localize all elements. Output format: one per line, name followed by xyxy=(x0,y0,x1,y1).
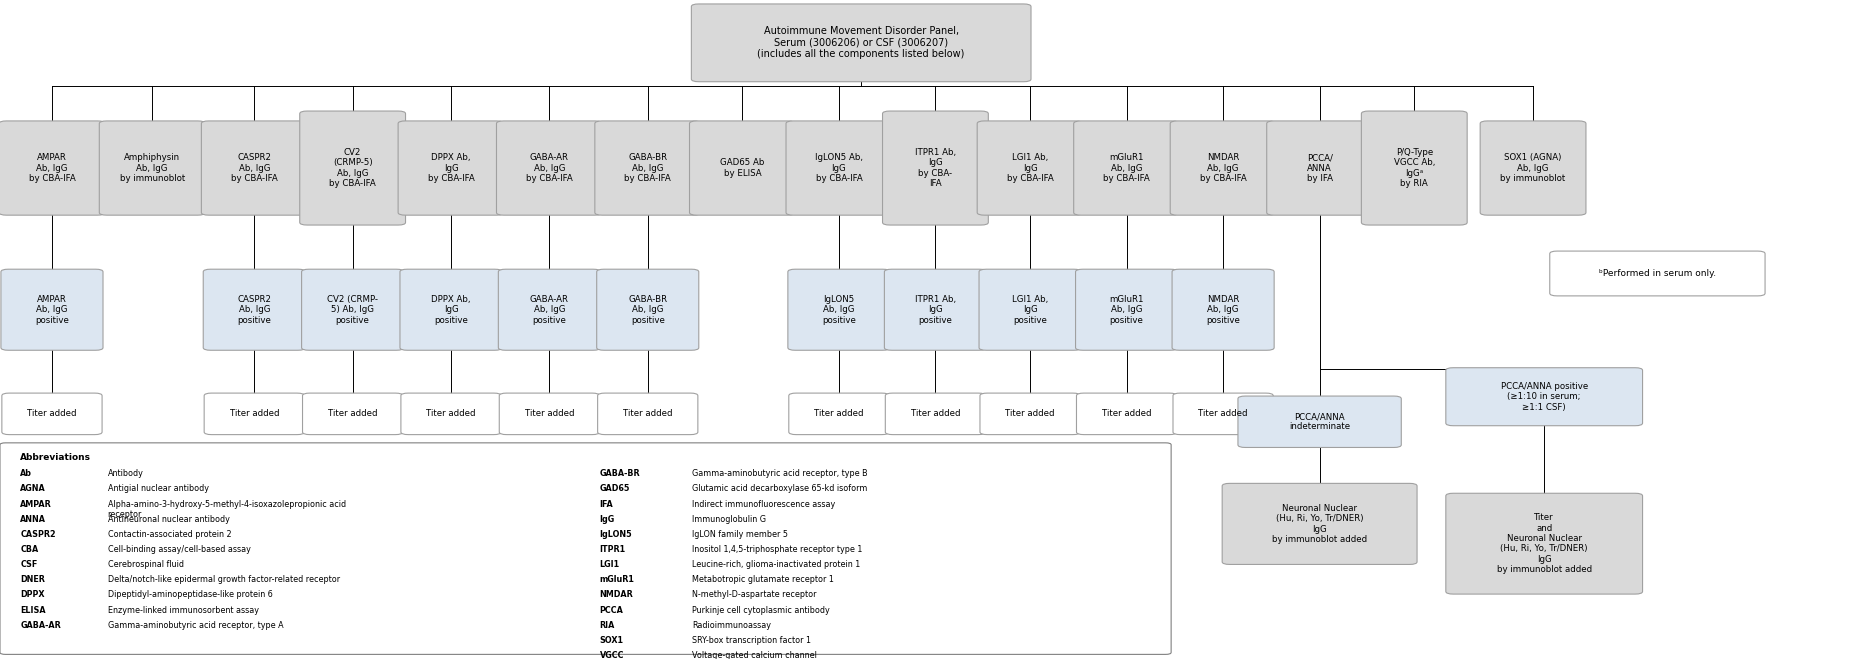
Text: Titer added: Titer added xyxy=(1102,409,1150,418)
Text: SOX1: SOX1 xyxy=(599,636,623,645)
Text: IgLON5 Ab,
IgG
by CBA-IFA: IgLON5 Ab, IgG by CBA-IFA xyxy=(814,153,863,183)
FancyBboxPatch shape xyxy=(1480,121,1584,215)
FancyBboxPatch shape xyxy=(100,121,206,215)
FancyBboxPatch shape xyxy=(1072,121,1180,215)
FancyBboxPatch shape xyxy=(1265,121,1373,215)
FancyBboxPatch shape xyxy=(979,269,1081,350)
Text: Dipeptidyl-aminopeptidase-like protein 6: Dipeptidyl-aminopeptidase-like protein 6 xyxy=(108,590,273,600)
FancyBboxPatch shape xyxy=(690,121,796,215)
FancyBboxPatch shape xyxy=(1221,484,1417,564)
Text: Inositol 1,4,5-triphosphate receptor type 1: Inositol 1,4,5-triphosphate receptor typ… xyxy=(692,545,863,554)
Text: mGluR1
Ab, IgG
by CBA-IFA: mGluR1 Ab, IgG by CBA-IFA xyxy=(1102,153,1150,183)
Text: GABA-AR: GABA-AR xyxy=(20,621,61,630)
Text: CASPR2
Ab, IgG
by CBA-IFA: CASPR2 Ab, IgG by CBA-IFA xyxy=(230,153,278,183)
Text: NMDAR
Ab, IgG
by CBA-IFA: NMDAR Ab, IgG by CBA-IFA xyxy=(1198,153,1247,183)
Text: Titer added: Titer added xyxy=(525,409,573,418)
Text: Titer added: Titer added xyxy=(328,409,377,418)
Text: Ab: Ab xyxy=(20,469,32,478)
Text: Indirect immunofluorescence assay: Indirect immunofluorescence assay xyxy=(692,500,835,509)
FancyBboxPatch shape xyxy=(885,393,985,435)
FancyBboxPatch shape xyxy=(1171,121,1276,215)
Text: Abbreviations: Abbreviations xyxy=(20,453,91,462)
FancyBboxPatch shape xyxy=(594,121,699,215)
FancyBboxPatch shape xyxy=(1172,393,1273,435)
FancyBboxPatch shape xyxy=(1076,393,1176,435)
FancyBboxPatch shape xyxy=(0,121,106,215)
Text: Leucine-rich, glioma-inactivated protein 1: Leucine-rich, glioma-inactivated protein… xyxy=(692,560,861,569)
FancyBboxPatch shape xyxy=(204,393,304,435)
Text: Antibody: Antibody xyxy=(108,469,143,478)
Text: Titer added: Titer added xyxy=(1198,409,1247,418)
FancyBboxPatch shape xyxy=(787,269,890,350)
Text: AMPAR
Ab, IgG
positive: AMPAR Ab, IgG positive xyxy=(35,295,69,325)
Text: SRY-box transcription factor 1: SRY-box transcription factor 1 xyxy=(692,636,811,645)
Text: Gamma-aminobutyric acid receptor, type B: Gamma-aminobutyric acid receptor, type B xyxy=(692,469,868,478)
Text: AGNA: AGNA xyxy=(20,484,46,494)
FancyBboxPatch shape xyxy=(499,393,599,435)
Text: ᵇPerformed in serum only.: ᵇPerformed in serum only. xyxy=(1597,269,1716,278)
Text: Cerebrospinal fluid: Cerebrospinal fluid xyxy=(108,560,184,569)
Text: DPPX Ab,
IgG
positive: DPPX Ab, IgG positive xyxy=(430,295,471,325)
FancyBboxPatch shape xyxy=(2,269,104,350)
Text: CSF: CSF xyxy=(20,560,37,569)
FancyBboxPatch shape xyxy=(1445,493,1642,594)
FancyBboxPatch shape xyxy=(1172,269,1274,350)
FancyBboxPatch shape xyxy=(788,393,889,435)
Text: PCCA/ANNA positive
(≥1:10 in serum;
≥1:1 CSF): PCCA/ANNA positive (≥1:10 in serum; ≥1:1… xyxy=(1499,382,1588,412)
Text: VGCC: VGCC xyxy=(599,651,623,659)
Text: IgLON5: IgLON5 xyxy=(599,530,633,539)
FancyBboxPatch shape xyxy=(1076,269,1178,350)
Text: GABA-BR
Ab, IgG
by CBA-IFA: GABA-BR Ab, IgG by CBA-IFA xyxy=(623,153,672,183)
FancyBboxPatch shape xyxy=(787,121,892,215)
FancyBboxPatch shape xyxy=(401,269,501,350)
Text: GAD65 Ab
by ELISA: GAD65 Ab by ELISA xyxy=(720,158,764,178)
FancyBboxPatch shape xyxy=(0,443,1171,654)
FancyBboxPatch shape xyxy=(979,393,1080,435)
Text: PCCA: PCCA xyxy=(599,606,623,615)
Text: Antigial nuclear antibody: Antigial nuclear antibody xyxy=(108,484,208,494)
FancyBboxPatch shape xyxy=(301,111,404,225)
Text: CV2 (CRMP-
5) Ab, IgG
positive: CV2 (CRMP- 5) Ab, IgG positive xyxy=(326,295,378,325)
FancyBboxPatch shape xyxy=(301,269,404,350)
Text: Titer added: Titer added xyxy=(623,409,672,418)
FancyBboxPatch shape xyxy=(497,269,599,350)
Text: DNER: DNER xyxy=(20,575,45,585)
FancyBboxPatch shape xyxy=(595,269,697,350)
Text: GABA-BR: GABA-BR xyxy=(599,469,640,478)
Text: Titer added: Titer added xyxy=(911,409,959,418)
FancyBboxPatch shape xyxy=(1445,368,1642,426)
Text: CV2
(CRMP-5)
Ab, IgG
by CBA-IFA: CV2 (CRMP-5) Ab, IgG by CBA-IFA xyxy=(328,148,377,188)
Text: Titer added: Titer added xyxy=(230,409,278,418)
FancyBboxPatch shape xyxy=(1549,251,1764,296)
Text: ITPR1 Ab,
IgG
by CBA-
IFA: ITPR1 Ab, IgG by CBA- IFA xyxy=(915,148,955,188)
Text: CBA: CBA xyxy=(20,545,39,554)
Text: PCCA/ANNA
indeterminate: PCCA/ANNA indeterminate xyxy=(1289,412,1349,432)
Text: AMPAR: AMPAR xyxy=(20,500,52,509)
Text: Titer added: Titer added xyxy=(28,409,76,418)
Text: Immunoglobulin G: Immunoglobulin G xyxy=(692,515,766,524)
Text: Amphiphysin
Ab, IgG
by immunoblot: Amphiphysin Ab, IgG by immunoblot xyxy=(119,153,186,183)
FancyBboxPatch shape xyxy=(883,111,987,225)
FancyBboxPatch shape xyxy=(2,393,102,435)
Text: mGluR1
Ab, IgG
positive: mGluR1 Ab, IgG positive xyxy=(1109,295,1143,325)
Text: Metabotropic glutamate receptor 1: Metabotropic glutamate receptor 1 xyxy=(692,575,833,585)
Text: Alpha-amino-3-hydroxy-5-methyl-4-isoxazolepropionic acid
receptor: Alpha-amino-3-hydroxy-5-methyl-4-isoxazo… xyxy=(108,500,345,519)
Text: Gamma-aminobutyric acid receptor, type A: Gamma-aminobutyric acid receptor, type A xyxy=(108,621,284,630)
Text: CASPR2: CASPR2 xyxy=(20,530,56,539)
Text: IgG: IgG xyxy=(599,515,614,524)
Text: Antineuronal nuclear antibody: Antineuronal nuclear antibody xyxy=(108,515,230,524)
Text: DPPX Ab,
IgG
by CBA-IFA: DPPX Ab, IgG by CBA-IFA xyxy=(427,153,475,183)
Text: N-methyl-D-aspartate receptor: N-methyl-D-aspartate receptor xyxy=(692,590,816,600)
Text: GABA-AR
Ab, IgG
positive: GABA-AR Ab, IgG positive xyxy=(529,295,569,325)
Text: ITPR1: ITPR1 xyxy=(599,545,625,554)
Text: Voltage-gated calcium channel: Voltage-gated calcium channel xyxy=(692,651,816,659)
FancyBboxPatch shape xyxy=(302,393,403,435)
Text: Titer
and
Neuronal Nuclear
(Hu, Ri, Yo, Tr/DNER)
IgG
by immunoblot added: Titer and Neuronal Nuclear (Hu, Ri, Yo, … xyxy=(1495,513,1592,574)
Text: RIA: RIA xyxy=(599,621,614,630)
Text: GAD65: GAD65 xyxy=(599,484,629,494)
Text: Radioimmunoassay: Radioimmunoassay xyxy=(692,621,772,630)
FancyBboxPatch shape xyxy=(885,269,987,350)
Text: CASPR2
Ab, IgG
positive: CASPR2 Ab, IgG positive xyxy=(237,295,271,325)
Text: AMPAR
Ab, IgG
by CBA-IFA: AMPAR Ab, IgG by CBA-IFA xyxy=(28,153,76,183)
Text: P/Q-Type
VGCC Ab,
IgGᵃ
by RIA: P/Q-Type VGCC Ab, IgGᵃ by RIA xyxy=(1393,148,1434,188)
